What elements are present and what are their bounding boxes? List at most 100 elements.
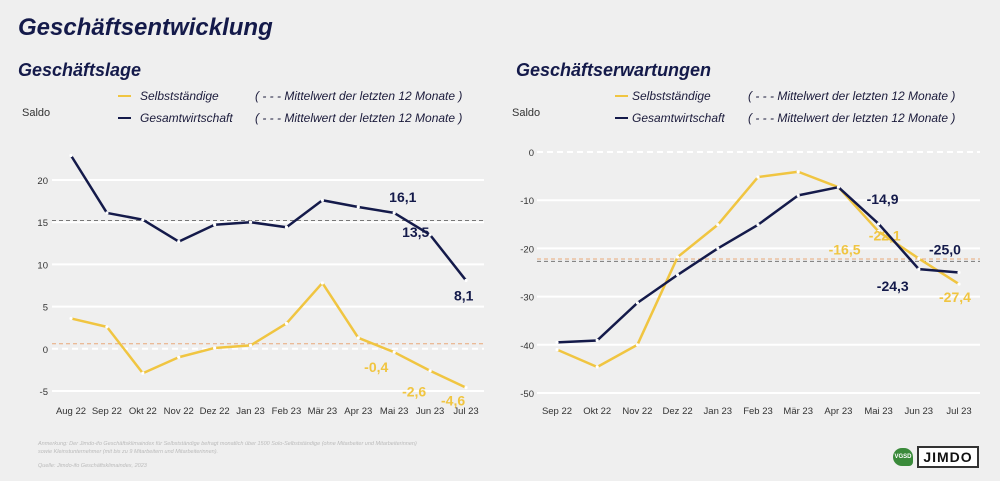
data-point	[248, 343, 253, 348]
data-point	[141, 371, 145, 375]
x-tick-label: Mär 23	[783, 406, 813, 417]
y-tick-label: 5	[43, 303, 48, 314]
data-point	[595, 365, 599, 369]
data-point	[796, 170, 800, 174]
legend-mean-item: ( - - - Mittelwert der letzten 12 Monate…	[748, 89, 955, 103]
data-point	[141, 218, 145, 222]
data-point	[428, 233, 432, 237]
x-tick-label: Apr 23	[824, 406, 852, 417]
x-tick-label: Feb 23	[272, 406, 302, 417]
data-point	[877, 222, 881, 226]
x-tick-label: Jun 23	[905, 406, 934, 417]
data-point	[957, 282, 961, 286]
data-point	[716, 223, 720, 227]
x-tick-label: Apr 23	[344, 406, 372, 417]
data-label: -0,4	[364, 359, 388, 375]
data-point	[676, 255, 680, 259]
data-label: 13,5	[402, 224, 429, 240]
x-tick-label: Mai 23	[864, 406, 893, 417]
data-point	[105, 211, 109, 215]
data-point	[756, 223, 760, 227]
data-point	[635, 343, 640, 347]
legend-mean-item: ( - - - Mittelwert der letzten 12 Monate…	[255, 89, 462, 103]
x-tick-label: Sep 22	[92, 406, 122, 417]
x-tick-label: Jan 23	[704, 406, 733, 417]
series-line-gesamtwirtschaft	[556, 185, 960, 344]
data-point	[105, 325, 109, 329]
y-tick-label: 15	[37, 218, 48, 229]
y-tick-label: -40	[520, 341, 534, 352]
x-tick-label: Feb 23	[743, 406, 773, 417]
data-point	[595, 338, 599, 343]
y-tick-label: 10	[37, 260, 48, 271]
y-axis-label: Saldo	[512, 107, 540, 119]
data-label: 8,1	[454, 287, 474, 303]
chart-title-geschaeftslage: Geschäftslage	[18, 60, 142, 80]
data-point	[917, 267, 921, 271]
y-tick-label: -30	[520, 293, 534, 304]
data-label: -14,9	[867, 191, 899, 207]
y-tick-label: -10	[520, 196, 534, 207]
data-point	[69, 153, 73, 158]
legend-mean-item: ( - - - Mittelwert der letzten 12 Monate…	[748, 111, 955, 125]
data-label: -2,6	[402, 384, 426, 400]
data-point	[177, 355, 181, 359]
data-point	[796, 193, 800, 197]
data-label: -27,4	[939, 289, 971, 305]
x-tick-label: Jul 23	[453, 406, 478, 417]
x-tick-label: Jan 23	[236, 406, 265, 417]
x-tick-label: Dez 22	[200, 406, 230, 417]
data-label: 16,1	[389, 189, 416, 205]
chart-title-geschaeftserwartungen: Geschäftserwartungen	[516, 60, 712, 80]
y-tick-label: -5	[40, 387, 48, 398]
data-point	[392, 350, 396, 354]
data-point	[320, 198, 324, 202]
x-tick-label: Jul 23	[946, 406, 971, 417]
data-point	[213, 223, 217, 227]
y-axis-label: Saldo	[22, 107, 50, 119]
x-tick-label: Sep 22	[542, 406, 572, 417]
data-point	[428, 369, 432, 373]
legend-item: Selbstständige	[632, 89, 711, 103]
x-tick-label: Aug 22	[56, 406, 86, 417]
data-label: -4,6	[441, 393, 465, 409]
vgsd-logo: VGSD	[893, 448, 913, 466]
x-tick-label: Nov 22	[164, 406, 194, 417]
x-tick-label: Jun 23	[416, 406, 445, 417]
series-line-gesamtwirtschaft	[69, 154, 467, 282]
x-tick-label: Okt 22	[129, 406, 157, 417]
data-point	[756, 175, 760, 179]
footnote-source: Quelle: Jimdo-ifo Geschäftsklimaindex, 2…	[38, 463, 147, 469]
data-point	[877, 229, 881, 234]
x-tick-label: Nov 22	[622, 406, 652, 417]
data-point	[248, 220, 253, 224]
data-point	[392, 211, 396, 215]
data-point	[917, 256, 921, 261]
footnote-note-2: sowie Kleinstunternehmer (mit bis zu 9 M…	[38, 449, 219, 455]
data-point	[284, 225, 289, 229]
data-point	[957, 270, 961, 275]
legend-mean-item: ( - - - Mittelwert der letzten 12 Monate…	[255, 111, 462, 125]
footnote-note: Anmerkung: Der Jimdo-ifo Geschäftsklimai…	[38, 441, 417, 447]
jimdo-logo: JIMDO	[917, 446, 979, 468]
y-tick-label: 0	[529, 148, 534, 159]
data-point	[555, 348, 559, 352]
data-point	[320, 281, 324, 285]
data-point	[836, 185, 841, 189]
data-point	[464, 278, 468, 283]
page-title: Geschäftsentwicklung	[18, 14, 273, 41]
data-point	[356, 205, 360, 209]
data-point	[177, 240, 181, 244]
series-line-selbststaendige	[70, 281, 467, 389]
data-label: -25,0	[929, 242, 961, 258]
data-point	[356, 336, 360, 340]
y-tick-label: 0	[43, 345, 48, 356]
x-tick-label: Mai 23	[380, 406, 409, 417]
data-point	[213, 346, 217, 350]
y-tick-label: -50	[520, 389, 534, 400]
x-tick-label: Mär 23	[308, 406, 338, 417]
data-point	[676, 273, 680, 277]
legend-item: Gesamtwirtschaft	[632, 111, 725, 125]
